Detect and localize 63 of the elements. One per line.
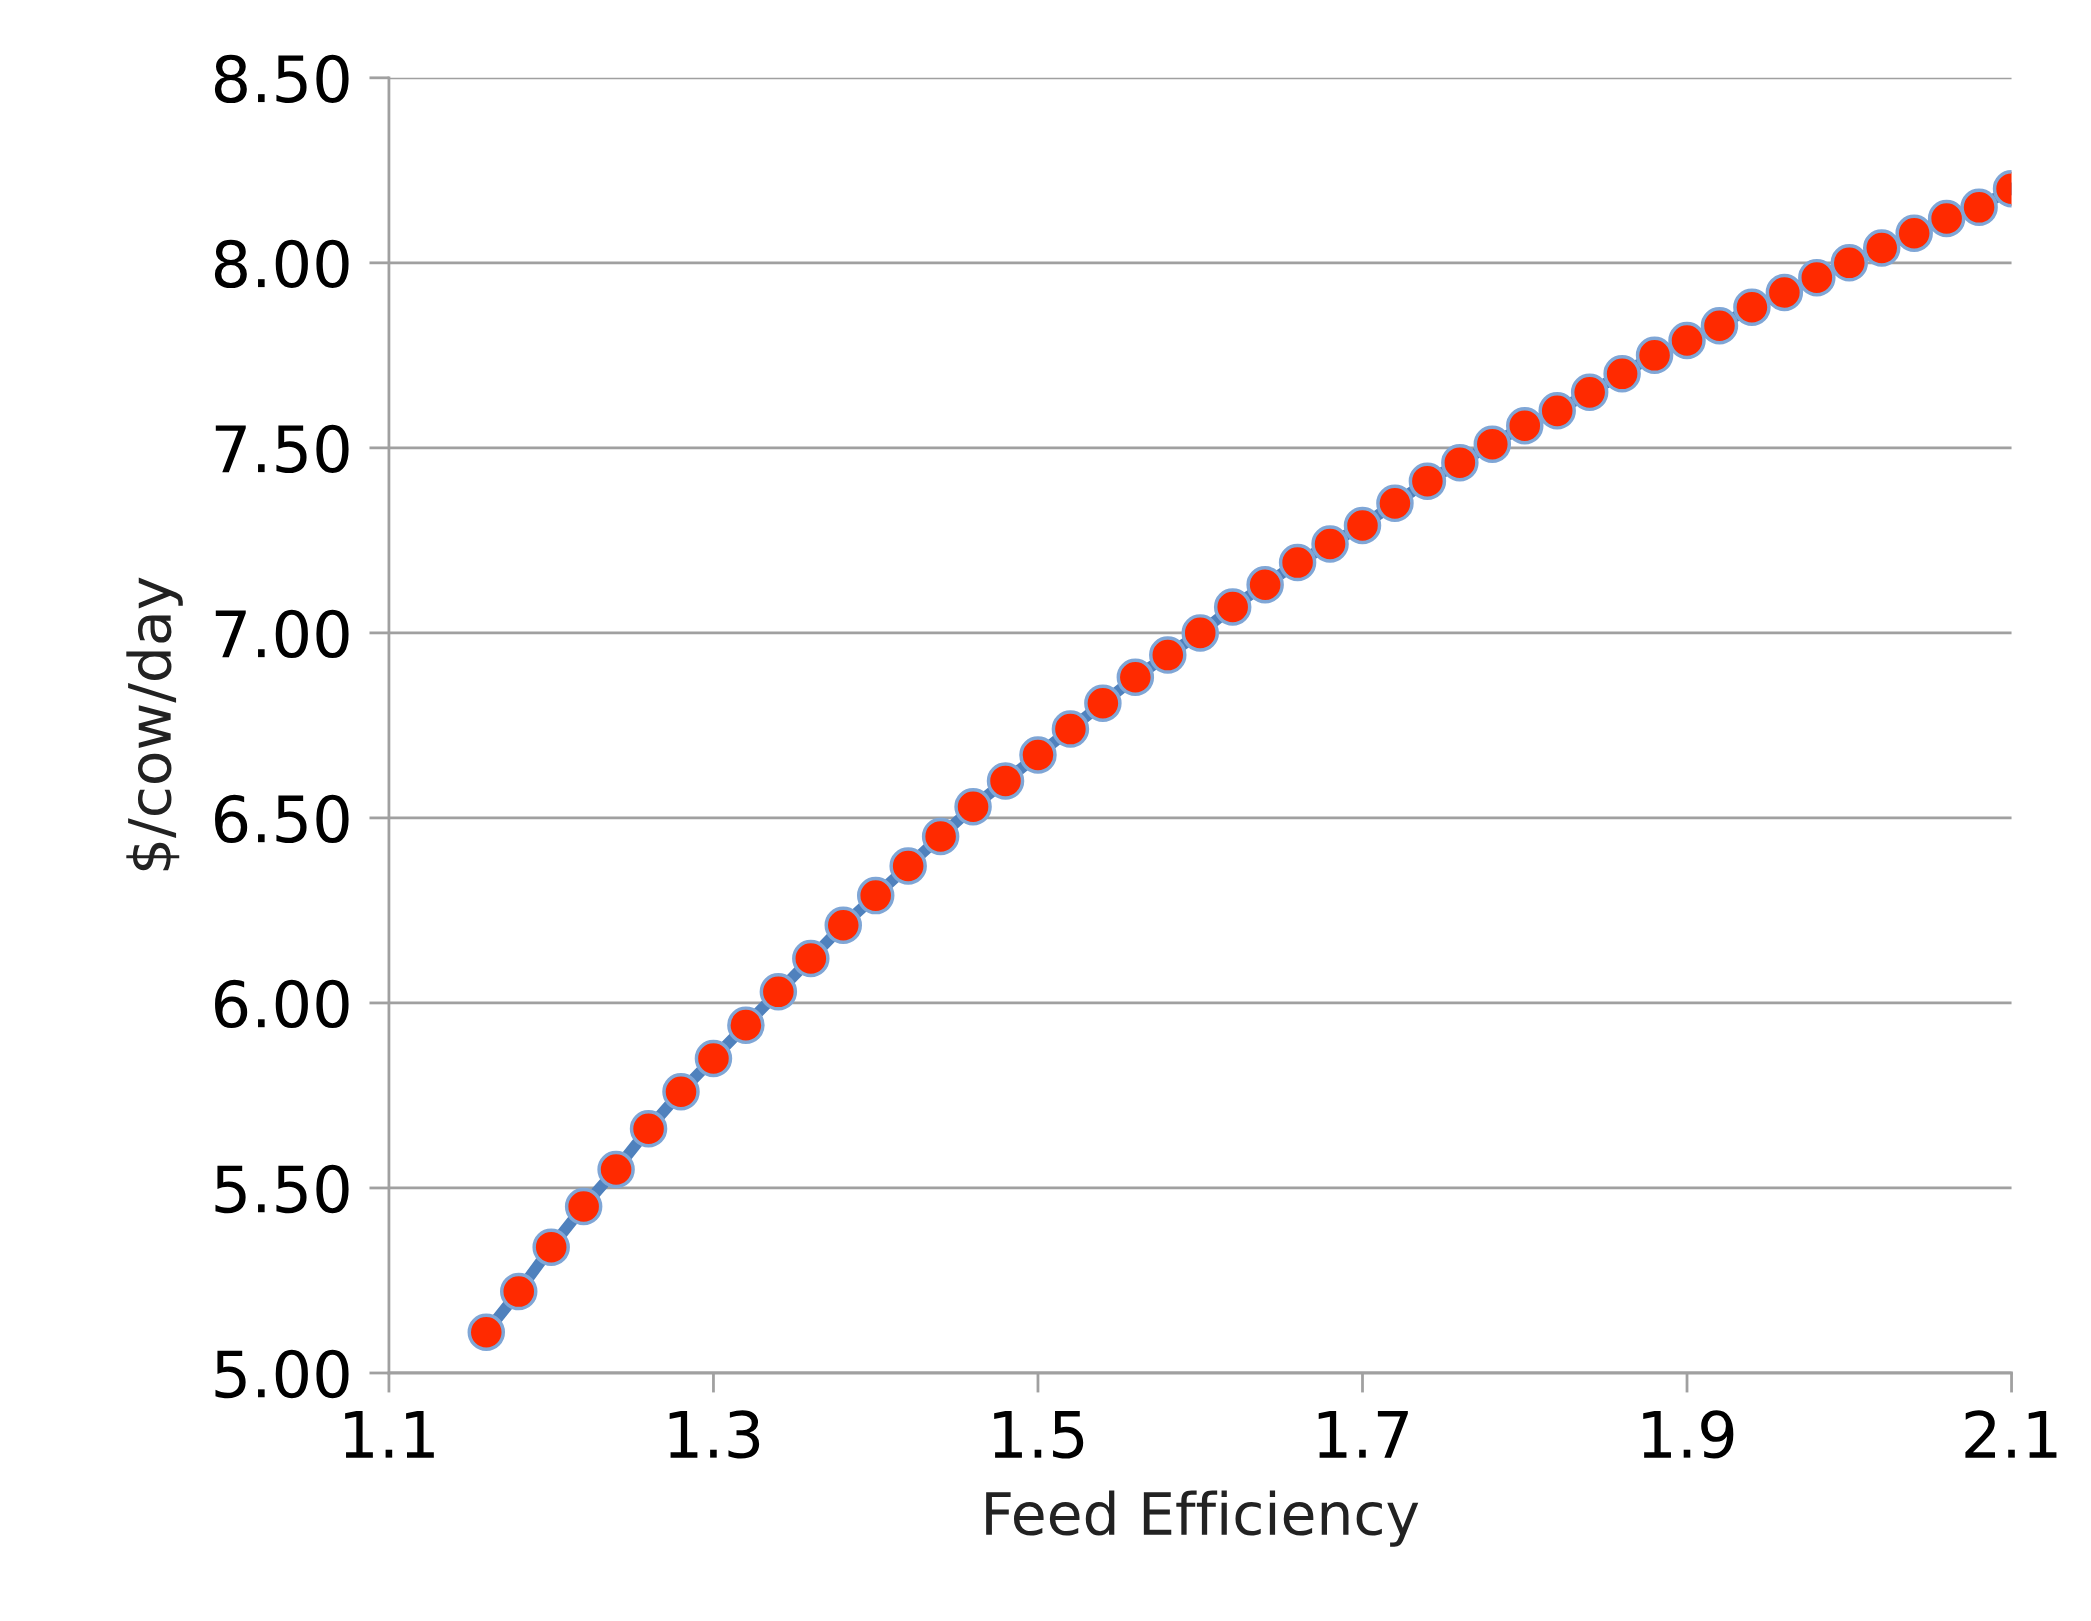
point (824, 906, 863, 944)
point (1927, 199, 1966, 238)
point (467, 1313, 506, 1352)
point (1116, 658, 1155, 697)
y-tick-label: 7.00 (215, 609, 349, 659)
y-tick-label: 5.50 (215, 1164, 349, 1214)
y-tick-label: 7.50 (215, 424, 349, 474)
point (1149, 636, 1187, 674)
point (889, 847, 927, 885)
point (1278, 543, 1317, 582)
point (1506, 406, 1544, 445)
point (597, 1150, 635, 1189)
point (1895, 214, 1933, 252)
point (727, 1006, 765, 1044)
x-tick-label: 1.7 (1318, 1411, 1408, 1458)
point (1862, 229, 1901, 267)
point (986, 762, 1025, 800)
point (1051, 710, 1090, 748)
point (1603, 355, 1641, 393)
point (1343, 506, 1382, 545)
point (759, 973, 798, 1011)
y-tick-label: 5.00 (215, 1349, 349, 1399)
point (1798, 258, 1836, 297)
y-tick-label: 6.50 (215, 794, 349, 844)
point (921, 817, 960, 856)
x-tick-label: 1.9 (1643, 1410, 1734, 1459)
point (629, 1110, 668, 1148)
point (1311, 525, 1349, 563)
point (662, 1073, 700, 1111)
point (792, 939, 830, 978)
point (1830, 244, 1869, 282)
point (1700, 306, 1739, 345)
point (1538, 392, 1576, 430)
point (1570, 373, 1609, 412)
x-tick-label: 2.1 (1965, 1410, 2057, 1458)
point (954, 788, 992, 826)
point (1635, 336, 1674, 375)
y-tick-label: 8.50 (214, 54, 349, 103)
x-tick-label: 1.1 (345, 1411, 434, 1458)
point (1765, 273, 1804, 312)
point (856, 876, 895, 915)
point (532, 1228, 570, 1266)
point (1733, 288, 1771, 326)
x-axis-title: Feed Efficiency (986, 1490, 1419, 1547)
point (1084, 684, 1122, 722)
x-tick-label: 1.5 (994, 1411, 1084, 1459)
y-axis-title: $/cow/day (126, 577, 183, 871)
point (564, 1187, 603, 1226)
y-tick-label: 8.00 (214, 239, 349, 289)
point (1441, 443, 1479, 482)
x-tick-label: 1.3 (669, 1410, 760, 1459)
point (499, 1272, 538, 1311)
point (1960, 188, 1998, 227)
point (1408, 462, 1447, 500)
point (694, 1039, 733, 1078)
point (1181, 614, 1219, 652)
point (1668, 321, 1706, 360)
point (1246, 566, 1284, 604)
point (1376, 484, 1414, 523)
point (1473, 425, 1512, 463)
point (1213, 588, 1252, 626)
y-tick-label: 6.00 (215, 979, 349, 1029)
point (1019, 736, 1057, 774)
